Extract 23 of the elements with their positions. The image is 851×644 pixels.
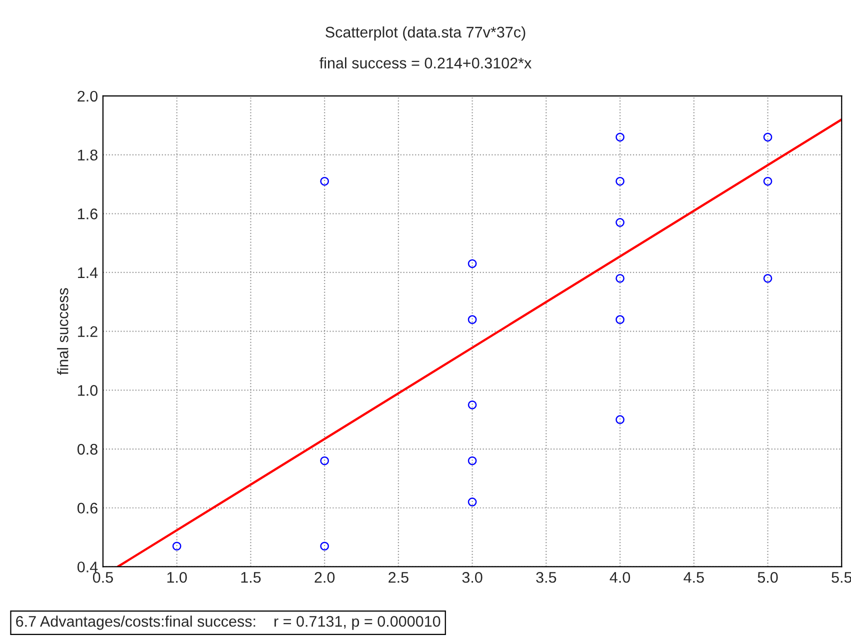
y-axis-title: final success <box>57 288 68 375</box>
y-tick-label: 0.8 <box>77 444 98 455</box>
x-tick-label: 2.5 <box>388 572 408 583</box>
y-tick-label: 1.2 <box>78 326 98 337</box>
x-tick-label: 0.5 <box>92 572 113 583</box>
x-tick-label: 4.5 <box>684 572 704 583</box>
y-tick-label: 1.0 <box>78 385 98 396</box>
y-tick-label: 1.4 <box>78 268 98 278</box>
chart-title: Scatterplot (data.sta 77v*37c) <box>326 26 526 41</box>
chart-subtitle: final success = 0.214+0.3102*x <box>320 57 532 68</box>
y-tick-label: 0.4 <box>77 562 98 572</box>
x-tick-label: 4.0 <box>610 572 630 583</box>
x-tick-label: 1.0 <box>167 572 187 583</box>
text: 6.7 Advantages/costs:final success: r = 0.7131, p = 0.000010 <box>16 616 440 630</box>
x-tick-label: 5.0 <box>758 572 778 583</box>
x-tick-label: 3.0 <box>462 572 482 583</box>
x-tick-label: 1.5 <box>241 572 261 583</box>
x-tick-label: 2.0 <box>314 572 335 583</box>
y-tick-label: 0.6 <box>77 502 98 514</box>
y-tick-label: 2.0 <box>78 90 98 102</box>
y-tick-label: 1.8 <box>78 150 98 160</box>
x-tick-label: 3.5 <box>536 572 556 583</box>
y-tick-label: 1.6 <box>78 208 98 220</box>
